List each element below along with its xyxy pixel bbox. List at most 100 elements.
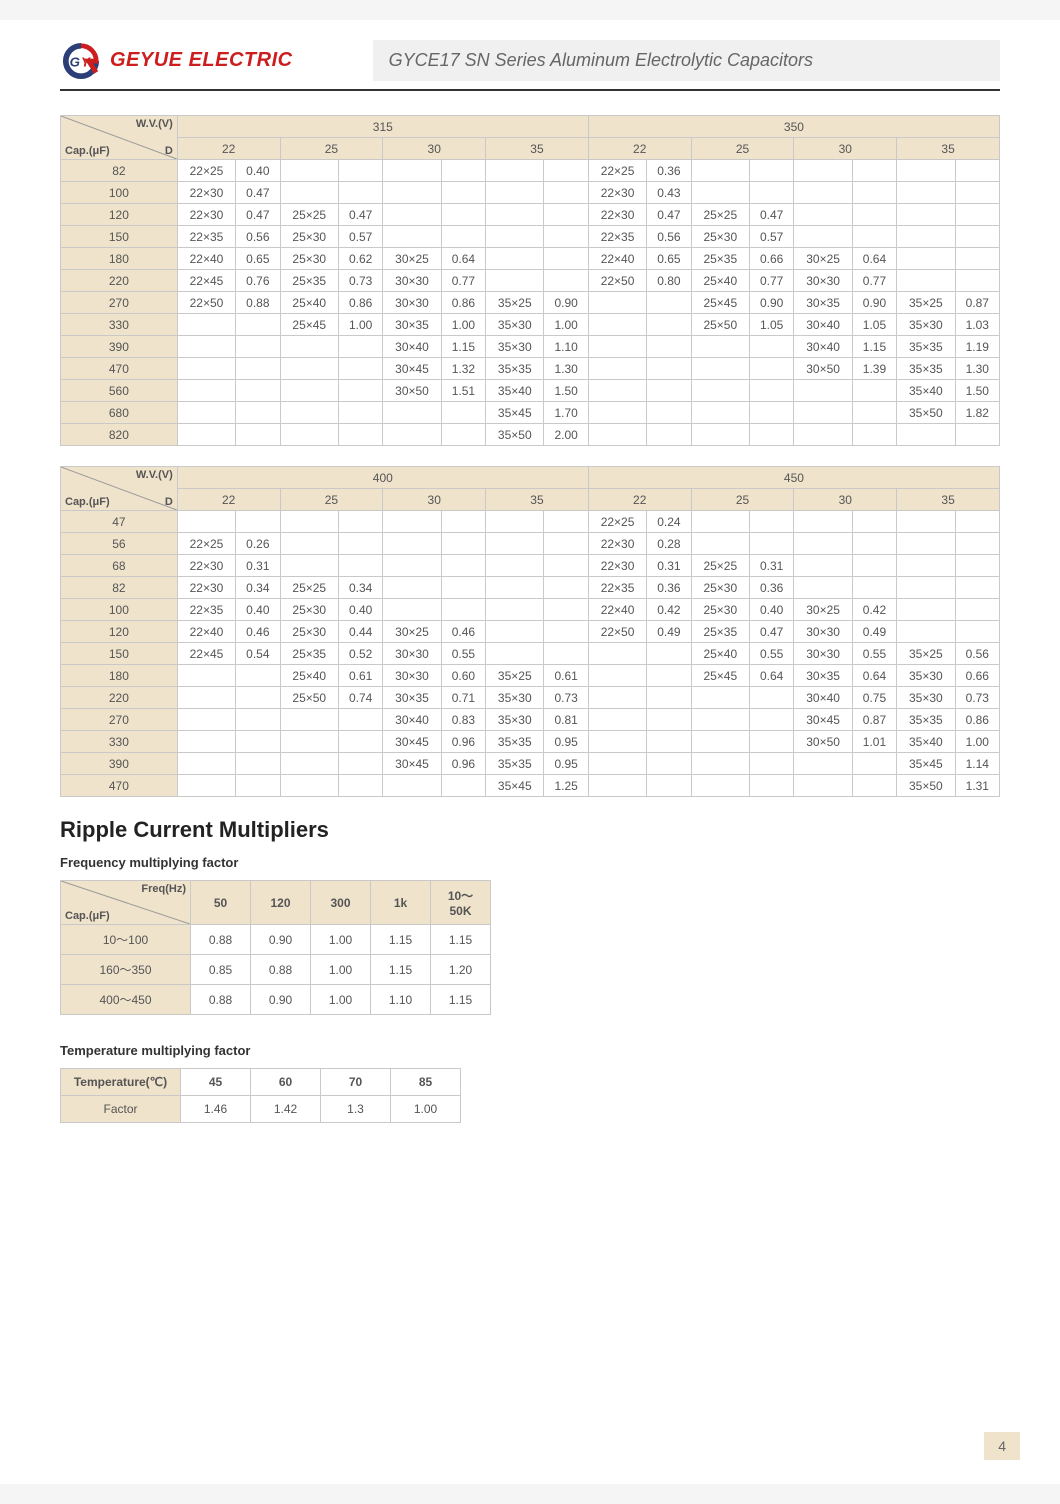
value-cell	[955, 599, 999, 621]
value-cell	[955, 248, 999, 270]
dimension-cell	[486, 577, 544, 599]
value-cell: 0.61	[544, 665, 588, 687]
value-cell: 0.52	[338, 643, 382, 665]
dimension-cell	[588, 402, 646, 424]
value-cell	[236, 709, 280, 731]
dimension-cell: 22×40	[588, 599, 646, 621]
dimension-cell	[486, 555, 544, 577]
page-number: 4	[984, 1432, 1020, 1460]
dimension-cell: 22×30	[177, 555, 235, 577]
dimension-cell	[383, 533, 441, 555]
dimension-cell	[383, 577, 441, 599]
value-cell	[852, 775, 896, 797]
value-cell: 0.49	[647, 621, 691, 643]
dimension-cell: 35×35	[486, 731, 544, 753]
value-cell	[338, 182, 382, 204]
value-cell	[338, 775, 382, 797]
capacitance-value: 470	[61, 775, 178, 797]
value-cell	[647, 687, 691, 709]
capacitance-value: 68	[61, 555, 178, 577]
dimension-cell	[177, 402, 235, 424]
value-cell: 1.00	[955, 731, 999, 753]
dimension-cell: 30×50	[794, 358, 852, 380]
dimension-cell: 25×40	[280, 292, 338, 314]
value-cell	[647, 314, 691, 336]
dimension-cell: 25×35	[280, 643, 338, 665]
dimension-cell: 35×50	[486, 424, 544, 446]
dimension-cell: 22×35	[177, 226, 235, 248]
dimension-cell	[383, 182, 441, 204]
capacitance-value: 270	[61, 709, 178, 731]
value-cell	[955, 160, 999, 182]
freq-value-cell: 1.15	[431, 985, 491, 1015]
dimension-cell: 30×25	[383, 248, 441, 270]
dimension-cell	[691, 753, 749, 775]
dimension-cell: 22×45	[177, 270, 235, 292]
value-cell	[955, 533, 999, 555]
value-cell: 1.19	[955, 336, 999, 358]
value-cell: 1.70	[544, 402, 588, 424]
dimension-cell	[280, 160, 338, 182]
dimension-cell: 22×40	[588, 248, 646, 270]
temperature-subtitle: Temperature multiplying factor	[60, 1043, 1000, 1058]
capacitor-table-315-350: W.V.(V)Cap.(μF)D 31535022253035222530358…	[60, 115, 1000, 446]
value-cell: 0.31	[647, 555, 691, 577]
value-cell: 0.40	[236, 160, 280, 182]
dimension-cell	[383, 599, 441, 621]
value-cell: 0.34	[338, 577, 382, 599]
dimension-cell	[280, 753, 338, 775]
value-cell	[441, 182, 485, 204]
value-cell	[236, 687, 280, 709]
dimension-cell: 30×40	[794, 687, 852, 709]
frequency-subtitle: Frequency multiplying factor	[60, 855, 1000, 870]
dimension-cell: 25×30	[280, 226, 338, 248]
value-cell: 0.64	[441, 248, 485, 270]
factor-value: 1.46	[181, 1096, 251, 1123]
value-cell: 0.73	[338, 270, 382, 292]
diameter-header: 30	[794, 138, 897, 160]
dimension-cell	[691, 775, 749, 797]
dimension-cell: 22×30	[177, 204, 235, 226]
value-cell: 1.01	[852, 731, 896, 753]
value-cell	[852, 424, 896, 446]
value-cell: 0.49	[852, 621, 896, 643]
freq-value-cell: 1.00	[311, 955, 371, 985]
value-cell: 0.56	[647, 226, 691, 248]
dimension-cell: 35×30	[486, 709, 544, 731]
dimension-cell: 22×50	[588, 270, 646, 292]
dimension-cell: 35×35	[897, 709, 955, 731]
value-cell	[750, 687, 794, 709]
dimension-cell	[897, 182, 955, 204]
dimension-cell: 30×35	[383, 687, 441, 709]
value-cell	[750, 709, 794, 731]
dimension-cell	[588, 665, 646, 687]
dimension-cell	[280, 533, 338, 555]
dimension-cell: 22×45	[177, 643, 235, 665]
header: G Y GEYUE ELECTRIC GYCE17 SN Series Alum…	[60, 40, 1000, 81]
value-cell	[338, 533, 382, 555]
dimension-cell: 35×40	[897, 731, 955, 753]
capacitance-value: 390	[61, 336, 178, 358]
value-cell: 0.90	[852, 292, 896, 314]
value-cell: 0.36	[750, 577, 794, 599]
dimension-cell: 35×30	[486, 687, 544, 709]
value-cell: 0.65	[647, 248, 691, 270]
dimension-cell: 35×40	[897, 380, 955, 402]
capacitance-value: 680	[61, 402, 178, 424]
dimension-cell	[691, 533, 749, 555]
value-cell: 1.05	[750, 314, 794, 336]
dimension-cell: 25×50	[691, 314, 749, 336]
value-cell	[647, 643, 691, 665]
capacitance-value: 47	[61, 511, 178, 533]
dimension-cell: 30×40	[794, 336, 852, 358]
dimension-cell	[794, 577, 852, 599]
dimension-cell: 25×35	[691, 621, 749, 643]
dimension-cell	[383, 555, 441, 577]
temp-label: Temperature(℃)	[61, 1069, 181, 1096]
dimension-cell	[486, 160, 544, 182]
value-cell	[852, 533, 896, 555]
value-cell: 0.73	[955, 687, 999, 709]
capacitance-value: 470	[61, 358, 178, 380]
value-cell	[441, 511, 485, 533]
dimension-cell	[383, 204, 441, 226]
